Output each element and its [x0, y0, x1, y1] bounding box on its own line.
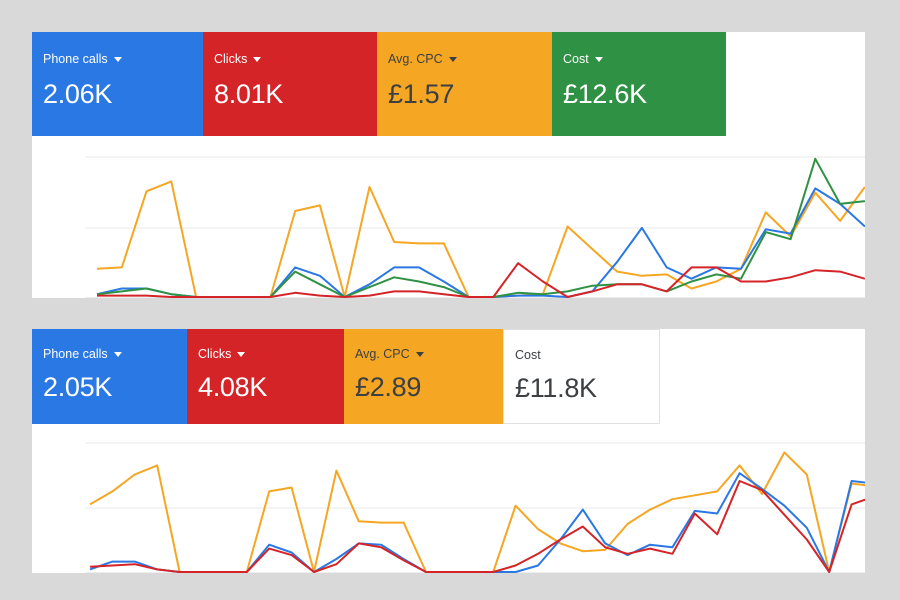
metric-label-text: Clicks	[198, 347, 232, 361]
performance-panel-2: Phone calls 2.05K Clicks 4.08K Avg. CPC £2.89…	[32, 329, 865, 573]
dropdown-caret-icon[interactable]	[594, 56, 603, 62]
metric-card-phone-calls[interactable]: Phone calls 2.05K	[32, 329, 187, 424]
series-line-2	[89, 480, 865, 573]
series-line-0	[89, 451, 865, 573]
metric-label[interactable]: Avg. CPC	[355, 347, 503, 361]
metric-value: £12.6K	[563, 79, 647, 109]
metric-card-cost[interactable]: Cost £11.8K	[503, 329, 660, 424]
metric-label[interactable]: Clicks	[198, 347, 344, 361]
metric-value: £1.57	[388, 79, 455, 109]
metric-value: 2.05K	[43, 372, 113, 402]
metric-card-cost[interactable]: Cost £12.6K	[552, 32, 726, 136]
series-line-0	[96, 180, 865, 298]
metric-label-text: Cost	[515, 348, 541, 362]
metric-value: 2.06K	[43, 79, 113, 109]
metric-label[interactable]: Phone calls	[43, 347, 187, 361]
metric-label[interactable]: Cost	[515, 348, 659, 362]
metric-label[interactable]: Cost	[563, 52, 726, 66]
metric-label-text: Phone calls	[43, 52, 108, 66]
performance-line-chart	[85, 442, 865, 573]
metric-card-avg-cpc[interactable]: Avg. CPC £1.57	[377, 32, 552, 136]
performance-line-chart	[85, 156, 865, 298]
performance-panel-1: Phone calls 2.06K Clicks 8.01K Avg. CPC £1.57…	[32, 32, 865, 298]
metric-label-text: Cost	[563, 52, 589, 66]
metric-label[interactable]: Avg. CPC	[388, 52, 552, 66]
metric-card-phone-calls[interactable]: Phone calls 2.06K	[32, 32, 203, 136]
series-line-1	[89, 472, 865, 573]
metric-label[interactable]: Phone calls	[43, 52, 203, 66]
metric-label-text: Avg. CPC	[355, 347, 410, 361]
metric-label-text: Avg. CPC	[388, 52, 443, 66]
metric-label[interactable]: Clicks	[214, 52, 377, 66]
metric-label-text: Clicks	[214, 52, 248, 66]
dropdown-caret-icon[interactable]	[113, 56, 122, 62]
metric-card-clicks[interactable]: Clicks 4.08K	[187, 329, 344, 424]
dropdown-caret-icon[interactable]	[237, 351, 246, 357]
dropdown-caret-icon[interactable]	[415, 351, 424, 357]
dropdown-caret-icon[interactable]	[113, 351, 122, 357]
metric-card-avg-cpc[interactable]: Avg. CPC £2.89	[344, 329, 503, 424]
metric-value: £2.89	[355, 372, 422, 402]
dropdown-caret-icon[interactable]	[253, 56, 262, 62]
metric-value: 8.01K	[214, 79, 284, 109]
dropdown-caret-icon[interactable]	[448, 56, 457, 62]
metric-value: £11.8K	[515, 373, 597, 403]
metric-card-clicks[interactable]: Clicks 8.01K	[203, 32, 377, 136]
metric-label-text: Phone calls	[43, 347, 108, 361]
series-line-3	[97, 262, 865, 298]
metric-value: 4.08K	[198, 372, 268, 402]
